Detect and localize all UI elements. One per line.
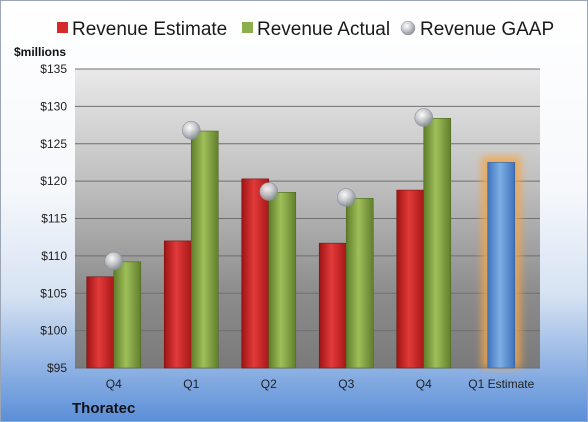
bar-q1-estimate — [487, 162, 516, 369]
bar-revenue-actual — [423, 118, 452, 369]
y-axis: $95 $100 $105 $110 $115 $120 $125 $130 $135 — [40, 62, 67, 375]
bars — [86, 118, 521, 369]
legend: Revenue Estimate Revenue Actual Revenue … — [57, 19, 554, 40]
bar-revenue-estimate — [163, 240, 192, 369]
y-tick-label: $95 — [47, 361, 67, 375]
x-tick-label: Q4 — [106, 377, 122, 391]
legend-label-actual: Revenue Actual — [257, 19, 390, 40]
y-tick-label: $135 — [40, 62, 67, 76]
legend-label-estimate: Revenue Estimate — [72, 19, 227, 40]
marker-revenue-gaap — [181, 120, 201, 140]
bar-revenue-actual — [345, 198, 374, 369]
bar-revenue-estimate — [241, 178, 270, 369]
legend-marker-gaap — [400, 20, 416, 36]
x-axis: Q4 Q1 Q2 Q3 Q4 Q1 Estimate — [106, 377, 535, 391]
bar-revenue-estimate — [86, 276, 115, 369]
marker-revenue-gaap — [259, 182, 279, 201]
y-axis-unit-label: $millions — [14, 45, 66, 59]
y-tick-label: $130 — [40, 99, 67, 113]
legend-swatch-estimate — [57, 22, 68, 33]
x-tick-label: Q4 — [416, 377, 432, 391]
y-tick-label: $120 — [40, 174, 67, 188]
x-tick-label: Q1 — [183, 377, 199, 391]
bar-revenue-actual — [190, 130, 219, 369]
y-tick-label: $125 — [40, 137, 67, 151]
x-tick-label: Q3 — [338, 377, 354, 391]
bar-revenue-estimate — [318, 242, 347, 369]
y-tick-label: $110 — [41, 249, 67, 263]
legend-label-gaap: Revenue GAAP — [420, 19, 554, 40]
bar-revenue-actual — [268, 192, 297, 369]
x-tick-label: Q1 Estimate — [468, 377, 534, 391]
marker-revenue-gaap — [104, 251, 124, 271]
y-tick-label: $105 — [40, 286, 67, 300]
marker-revenue-gaap — [414, 108, 434, 127]
x-tick-label: Q2 — [261, 377, 277, 391]
company-name: Thoratec — [72, 400, 135, 417]
marker-revenue-gaap — [336, 188, 356, 207]
gridlines — [75, 68, 540, 369]
y-tick-label: $115 — [41, 212, 67, 226]
gaap-markers — [104, 108, 434, 271]
legend-swatch-actual — [242, 22, 253, 33]
bar-revenue-actual — [113, 261, 142, 369]
y-tick-label: $100 — [40, 324, 67, 338]
bar-revenue-estimate — [396, 189, 425, 369]
